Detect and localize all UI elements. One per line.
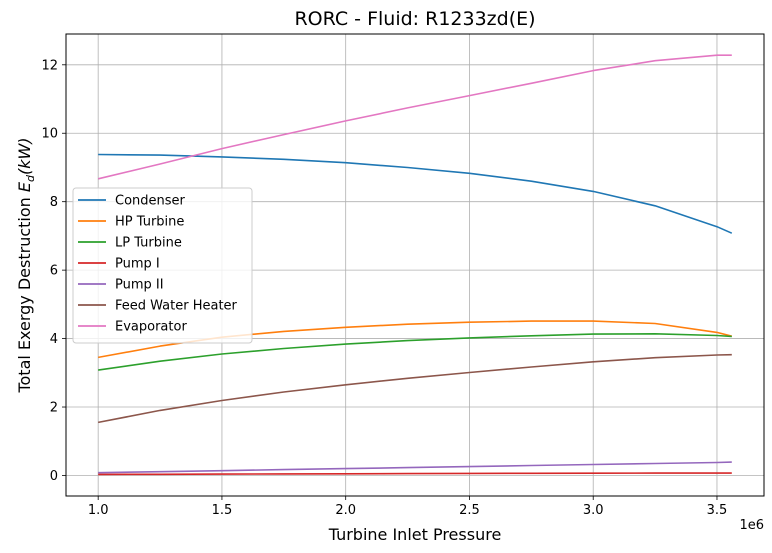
series-line-pump-ii	[98, 461, 732, 474]
series-layer	[98, 54, 733, 476]
series-line-pump-i	[98, 472, 732, 476]
y-tick-label: 10	[41, 127, 58, 142]
legend-label: LP Turbine	[115, 236, 182, 251]
series-line-condenser	[98, 153, 733, 234]
x-tick-label: 3.0	[583, 503, 604, 518]
legend-label: Pump II	[115, 278, 164, 293]
ticks: 1.0 1.5 2.0 2.5 3.0 3.5 0 2 4 6 8 10 12	[41, 58, 727, 518]
series-line-evaporator	[98, 54, 732, 180]
legend-label: Pump I	[115, 257, 160, 272]
legend-label: Feed Water Heater	[115, 299, 238, 314]
chart-title: RORC - Fluid: R1233zd(E)	[294, 8, 535, 30]
series-line-feed-water-heater	[98, 353, 732, 424]
y-tick-label: 6	[50, 264, 58, 279]
y-tick-label: 0	[50, 469, 58, 484]
y-axis-label-math: E	[15, 181, 34, 192]
legend: Condenser HP Turbine LP Turbine Pump I Pump …	[72, 187, 253, 344]
series-line-lp-turbine	[98, 332, 732, 371]
legend-box	[72, 187, 253, 344]
legend-label: Evaporator	[115, 320, 187, 335]
y-axis-label-sub: d	[24, 174, 37, 182]
legend-label: HP Turbine	[115, 215, 184, 230]
x-tick-label: 1.5	[212, 503, 233, 518]
y-axis-label-text: Total Exergy Destruction	[15, 192, 34, 393]
x-tick-label: 2.5	[459, 503, 480, 518]
y-axis-label-units: (kW)	[15, 137, 34, 175]
y-tick-label: 4	[50, 332, 58, 347]
y-tick-label: 8	[50, 195, 58, 210]
x-axis-offset-label: 1e6	[739, 518, 764, 533]
y-axis-label: Total Exergy Destruction Ed(kW)	[15, 137, 37, 393]
legend-label: Condenser	[115, 194, 186, 209]
y-tick-label: 12	[41, 58, 58, 73]
y-tick-label: 2	[50, 401, 58, 416]
x-tick-label: 1.0	[88, 503, 109, 518]
x-tick-label: 3.5	[707, 503, 728, 518]
plot-frame	[65, 33, 765, 497]
x-axis-label: Turbine Inlet Pressure	[328, 525, 502, 544]
x-tick-label: 2.0	[335, 503, 356, 518]
